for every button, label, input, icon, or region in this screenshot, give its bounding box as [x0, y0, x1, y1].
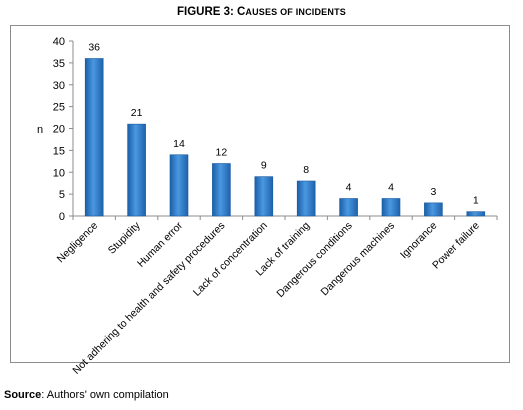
y-tick-label: 15 — [53, 145, 65, 157]
data-label: 4 — [388, 182, 394, 194]
y-axis-label: n — [37, 124, 43, 136]
bar-dangerous-conditions — [339, 198, 358, 217]
source-label: Source — [4, 389, 42, 401]
data-label: 3 — [430, 186, 436, 198]
data-label: 12 — [216, 147, 228, 159]
bar-lack-of-concentration — [254, 176, 274, 217]
data-label: 21 — [131, 107, 143, 119]
x-category-label: Not adhering to health and safety proced… — [70, 220, 227, 377]
data-label: 36 — [88, 42, 100, 54]
chart-bars — [84, 58, 486, 217]
y-tick-label: 30 — [53, 80, 65, 92]
x-category-label: Ignorance — [398, 220, 440, 262]
data-label: 1 — [473, 195, 479, 207]
x-category-label: Dangerous conditions — [274, 220, 354, 300]
bar-negligence — [84, 58, 104, 217]
y-tick-label: 20 — [53, 124, 65, 136]
data-label: 4 — [346, 182, 352, 194]
y-tick-label: 0 — [59, 211, 65, 223]
source-text: : Authors' own compilation — [41, 389, 169, 401]
x-category-label: Dangerous machines — [318, 220, 397, 299]
x-category-label: Negligence — [55, 220, 101, 266]
figure-title: FIGURE 3: CAUSES OF INCIDENTS — [0, 6, 523, 18]
y-tick-label: 40 — [53, 36, 65, 48]
data-label: 14 — [173, 138, 185, 150]
bar-ignorance — [424, 202, 443, 217]
bar-not-adhering-to-health-and-safety-procedures — [212, 163, 231, 217]
bar-power-failure — [466, 211, 486, 217]
chart-axes: 0 5 10 15 20 25 30 35 40 n — [37, 36, 498, 223]
figure-title-main: FIGURE 3: C — [177, 6, 246, 18]
y-tick-label: 25 — [53, 102, 65, 114]
x-category-label: Stupidity — [106, 219, 143, 256]
bar-dangerous-machines — [381, 198, 401, 217]
figure-title-smallcaps-2: INCIDENTS — [295, 7, 346, 17]
y-tick-label: 35 — [53, 58, 65, 70]
bar-stupidity — [127, 123, 146, 217]
y-tick-label: 10 — [53, 167, 65, 179]
bar-human-error — [169, 154, 189, 217]
bar-lack-of-training — [296, 180, 316, 217]
data-label: 9 — [261, 160, 267, 172]
source-note: Source: Authors' own compilation — [4, 389, 169, 401]
data-label: 8 — [303, 164, 309, 176]
x-category-label: Lack of concentration — [191, 220, 270, 299]
figure-title-smallcaps-1: AUSES OF — [245, 7, 296, 17]
y-tick-label: 5 — [59, 189, 65, 201]
